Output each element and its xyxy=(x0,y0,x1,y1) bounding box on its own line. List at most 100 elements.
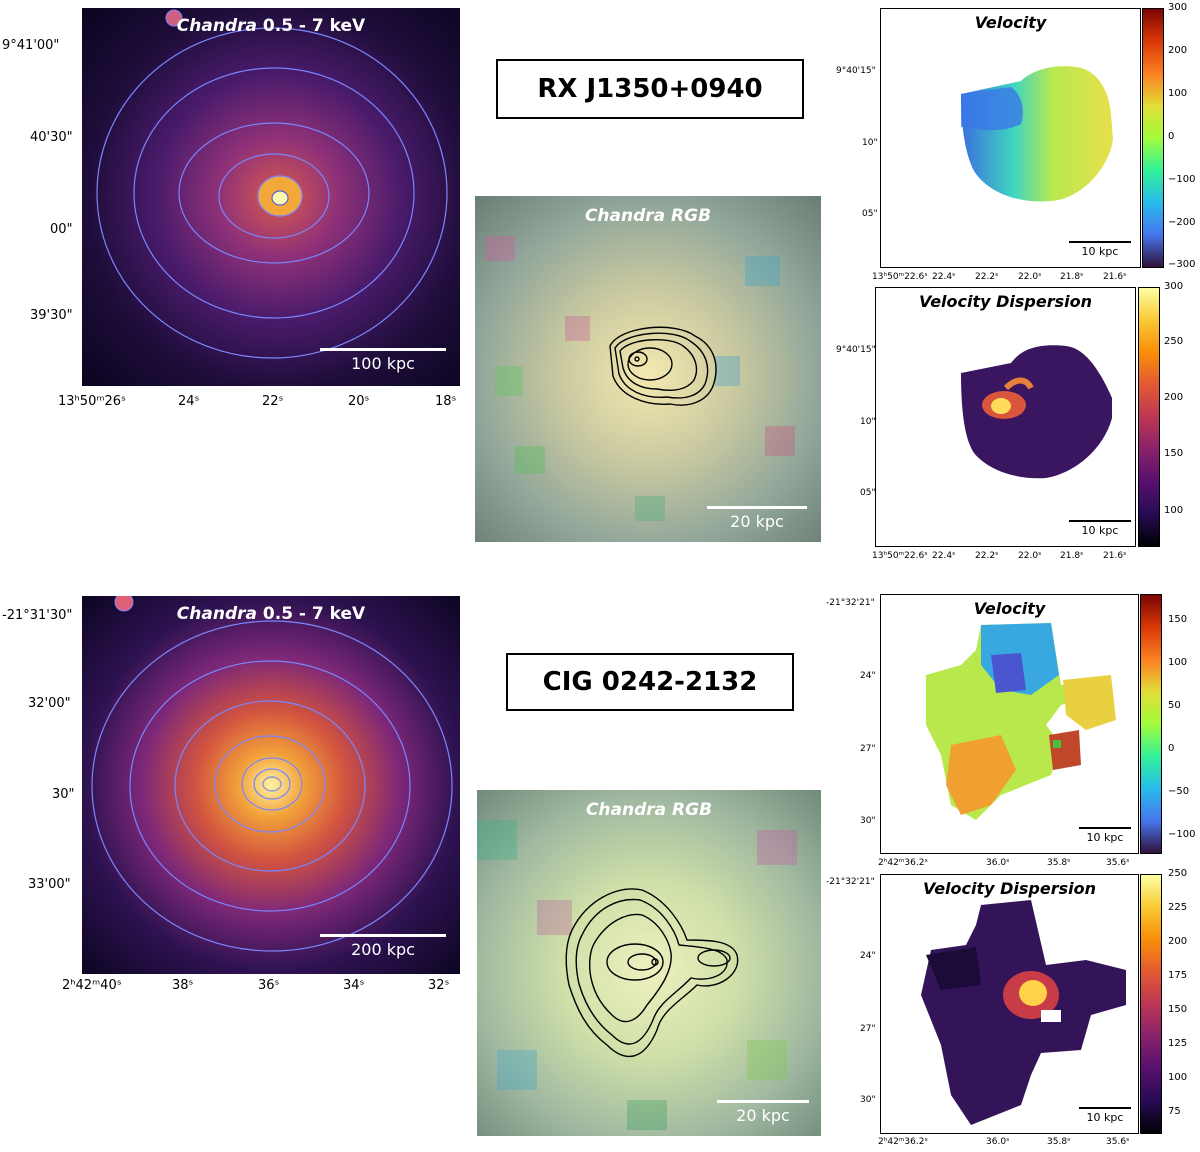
xray-dec-tick: 30" xyxy=(52,787,75,802)
dispersion-scale-label-1: 10 kpc xyxy=(1081,524,1119,537)
colorbar-tick: 0 xyxy=(1168,131,1175,142)
velocity-ra-tick: 22.2ˢ xyxy=(975,272,999,282)
colorbar-tick: 125 xyxy=(1168,1038,1188,1049)
velocity-map-image-1 xyxy=(961,66,1113,202)
velocity-title-2: Velocity xyxy=(973,599,1046,618)
object-name-1: RX J1350+0940 xyxy=(496,59,804,119)
dispersion-ra-tick: 35.6ˢ xyxy=(1106,1137,1130,1147)
velocity-map-2: Velocity 10 kpc xyxy=(880,594,1139,854)
colorbar-tick: 250 xyxy=(1168,868,1188,879)
dispersion-dec-tick: 27" xyxy=(860,1024,876,1034)
xray-dec-tick: 00" xyxy=(50,222,73,237)
dispersion-dec-tick: 9°40'15" xyxy=(836,345,876,355)
colorbar-tick: 150 xyxy=(1168,1004,1188,1015)
colorbar-tick: 50 xyxy=(1168,700,1181,711)
xray-dec-tick: 39'30" xyxy=(30,308,73,323)
colorbar-tick: 200 xyxy=(1168,936,1188,947)
rgb-contours-1 xyxy=(609,326,717,406)
velocity-map-image-2 xyxy=(926,623,1116,820)
velocity-map-1: Velocity 10 kpc xyxy=(880,8,1141,268)
xray-scale-label-2: 200 kpc xyxy=(351,940,415,959)
dispersion-colorbar-2 xyxy=(1140,874,1162,1134)
rgb-image-2: Chandra RGB 20 kpc xyxy=(477,790,821,1136)
velocity-ra-tick: 35.8ˢ xyxy=(1047,858,1071,868)
xray-dec-tick: -21°31'30" xyxy=(2,608,73,623)
dispersion-dec-tick: 10" xyxy=(860,417,876,427)
colorbar-tick: 200 xyxy=(1164,392,1184,403)
xray-image-1: Chandra 0.5 - 7 keV 100 kpc xyxy=(82,8,460,386)
velocity-dec-tick: 10" xyxy=(862,138,878,148)
velocity-ra-tick: 36.0ˢ xyxy=(986,858,1010,868)
velocity-dec-tick: 27" xyxy=(860,744,876,754)
dispersion-dec-tick: -21°32'21" xyxy=(826,877,875,887)
velocity-ra-tick: 35.6ˢ xyxy=(1106,858,1130,868)
object-name-2: CIG 0242-2132 xyxy=(506,653,794,711)
xray-dec-tick: 9°41'00" xyxy=(2,38,60,53)
rgb-image-1: Chandra RGB 20 kpc xyxy=(475,196,821,542)
colorbar-tick: −50 xyxy=(1168,786,1190,797)
rgb-contours-2 xyxy=(565,888,739,1058)
xray-scalebar-2 xyxy=(320,934,446,937)
dispersion-colorbar-1 xyxy=(1138,287,1160,547)
dispersion-ra-tick: 36.0ˢ xyxy=(986,1137,1010,1147)
dispersion-dec-tick: 30" xyxy=(860,1095,876,1105)
velocity-ra-tick: 2ʰ42ᵐ36.2ˢ xyxy=(878,858,928,868)
xray-ra-tick: 24ˢ xyxy=(178,394,200,409)
rgb-noise-1 xyxy=(485,236,795,521)
velocity-ra-tick: 21.6ˢ xyxy=(1103,272,1127,282)
dispersion-title-2: Velocity Dispersion xyxy=(922,879,1097,898)
xray-ra-tick: 13ʰ50ᵐ26ˢ xyxy=(58,394,126,409)
velocity-scalebar-1 xyxy=(1069,241,1131,243)
xray-scalebar-1 xyxy=(320,348,446,351)
colorbar-tick: 0 xyxy=(1168,743,1175,754)
velocity-ra-tick: 22.0ˢ xyxy=(1018,272,1042,282)
colorbar-tick: −100 xyxy=(1168,829,1196,840)
xray-title-2: Chandra 0.5 - 7 keV xyxy=(176,604,366,624)
dispersion-scalebar-2 xyxy=(1079,1107,1131,1109)
colorbar-tick: 250 xyxy=(1164,336,1184,347)
dispersion-ra-tick: 22.0ˢ xyxy=(1018,551,1042,561)
xray-ra-tick: 34ˢ xyxy=(343,978,365,993)
xray-ra-tick: 36ˢ xyxy=(258,978,280,993)
velocity-dec-tick: 30" xyxy=(860,816,876,826)
colorbar-tick: −100 xyxy=(1168,174,1196,185)
dispersion-ra-tick: 35.8ˢ xyxy=(1047,1137,1071,1147)
dispersion-map-1: Velocity Dispersion 10 kpc xyxy=(875,287,1136,547)
colorbar-tick: 175 xyxy=(1168,970,1188,981)
xray-ra-tick: 22ˢ xyxy=(262,394,284,409)
xray-image-2: Chandra 0.5 - 7 keV 200 kpc xyxy=(82,596,460,974)
velocity-ra-tick: 21.8ˢ xyxy=(1060,272,1084,282)
colorbar-tick: −300 xyxy=(1168,259,1196,270)
dispersion-ra-tick: 21.6ˢ xyxy=(1103,551,1127,561)
rgb-title-2: Chandra RGB xyxy=(585,800,713,820)
velocity-scale-label-1: 10 kpc xyxy=(1081,245,1119,258)
rgb-scale-label-1: 20 kpc xyxy=(730,512,784,531)
dispersion-ra-tick: 2ʰ42ᵐ36.2ˢ xyxy=(878,1137,928,1147)
velocity-colorbar-2 xyxy=(1140,594,1162,854)
dispersion-map-image-2 xyxy=(921,900,1126,1125)
xray-ra-tick: 20ˢ xyxy=(348,394,370,409)
colorbar-tick: 225 xyxy=(1168,902,1188,913)
xray-contours-2 xyxy=(91,596,453,952)
velocity-ra-tick: 13ʰ50ᵐ22.6ˢ xyxy=(872,272,928,282)
colorbar-tick: 300 xyxy=(1168,2,1188,13)
colorbar-tick: 150 xyxy=(1168,614,1188,625)
xray-ra-tick: 32ˢ xyxy=(428,978,450,993)
xray-scale-label-1: 100 kpc xyxy=(351,354,415,373)
rgb-title-1: Chandra RGB xyxy=(584,206,712,226)
colorbar-tick: 150 xyxy=(1164,448,1184,459)
rgb-noise-2 xyxy=(477,820,797,1130)
dispersion-ra-tick: 22.2ˢ xyxy=(975,551,999,561)
dispersion-dec-tick: 05" xyxy=(860,488,876,498)
velocity-ra-tick: 22.4ˢ xyxy=(932,272,956,282)
dispersion-map-2: Velocity Dispersion 10 kpc xyxy=(880,874,1139,1134)
dispersion-scale-label-2: 10 kpc xyxy=(1086,1111,1124,1124)
xray-contours-1 xyxy=(96,9,448,359)
velocity-scalebar-2 xyxy=(1079,827,1131,829)
velocity-colorbar-1 xyxy=(1142,8,1164,268)
velocity-dec-tick: 9°40'15" xyxy=(836,66,876,76)
xray-ra-tick: 2ʰ42ᵐ40ˢ xyxy=(62,978,122,993)
colorbar-tick: −200 xyxy=(1168,217,1196,228)
colorbar-tick: 100 xyxy=(1164,505,1184,516)
xray-dec-tick: 33'00" xyxy=(28,877,71,892)
